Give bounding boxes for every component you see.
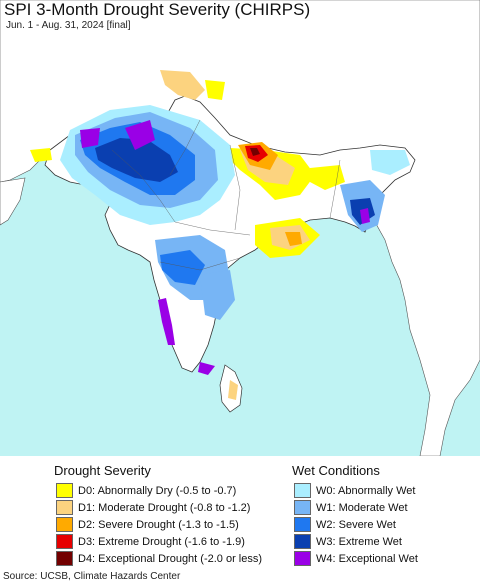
legend-label-d0: D0: Abnormally Dry (-0.5 to -0.7)	[78, 484, 237, 497]
drought-legend-title: Drought Severity	[54, 463, 151, 478]
neighbor-land-west	[0, 177, 26, 226]
wet-legend-title: Wet Conditions	[292, 463, 380, 478]
legend-w4: W4: Exceptional Wet	[294, 551, 418, 566]
swatch-d4	[56, 551, 73, 566]
legend-label-w4: W4: Exceptional Wet	[316, 552, 418, 565]
legend-label-d4: D4: Exceptional Drought (-2.0 or less)	[78, 552, 263, 565]
swatch-d3	[56, 534, 73, 549]
map-canvas	[0, 0, 480, 456]
swatch-d1	[56, 500, 73, 515]
wet-patches	[60, 105, 410, 375]
legend-d2: D2: Severe Drought (-1.3 to -1.5)	[56, 517, 239, 532]
legend-w3: W3: Extreme Wet	[294, 534, 402, 549]
legend-w2: W2: Severe Wet	[294, 517, 396, 532]
source-credit: Source: UCSB, Climate Hazards Center	[3, 571, 181, 582]
swatch-w0	[294, 483, 311, 498]
legend-w1: W1: Moderate Wet	[294, 500, 408, 515]
legend-label-w3: W3: Extreme Wet	[316, 535, 402, 548]
legend-d4: D4: Exceptional Drought (-2.0 or less)	[56, 551, 262, 566]
legend-label-d2: D2: Severe Drought (-1.3 to -1.5)	[78, 518, 239, 531]
legend-label-d1: D1: Moderate Drought (-0.8 to -1.2)	[78, 501, 251, 514]
legend-d1: D1: Moderate Drought (-0.8 to -1.2)	[56, 500, 250, 515]
legend-label-d3: D3: Extreme Drought (-1.6 to -1.9)	[78, 535, 245, 548]
legend-label-w2: W2: Severe Wet	[316, 518, 396, 531]
legend-d0: D0: Abnormally Dry (-0.5 to -0.7)	[56, 483, 236, 498]
swatch-w4	[294, 551, 311, 566]
swatch-w3	[294, 534, 311, 549]
legend-label-w1: W1: Moderate Wet	[316, 501, 408, 514]
swatch-w2	[294, 517, 311, 532]
drought-map	[0, 0, 480, 456]
legend-w0: W0: Abnormally Wet	[294, 483, 415, 498]
swatch-d0	[56, 483, 73, 498]
swatch-d2	[56, 517, 73, 532]
map-subtitle: Jun. 1 - Aug. 31, 2024 [final]	[6, 20, 131, 31]
legend-label-w0: W0: Abnormally Wet	[316, 484, 416, 497]
legend-d3: D3: Extreme Drought (-1.6 to -1.9)	[56, 534, 245, 549]
borders	[111, 119, 341, 271]
map-title: SPI 3-Month Drought Severity (CHIRPS)	[4, 0, 311, 19]
drought-patches	[30, 70, 345, 400]
swatch-w1	[294, 500, 311, 515]
